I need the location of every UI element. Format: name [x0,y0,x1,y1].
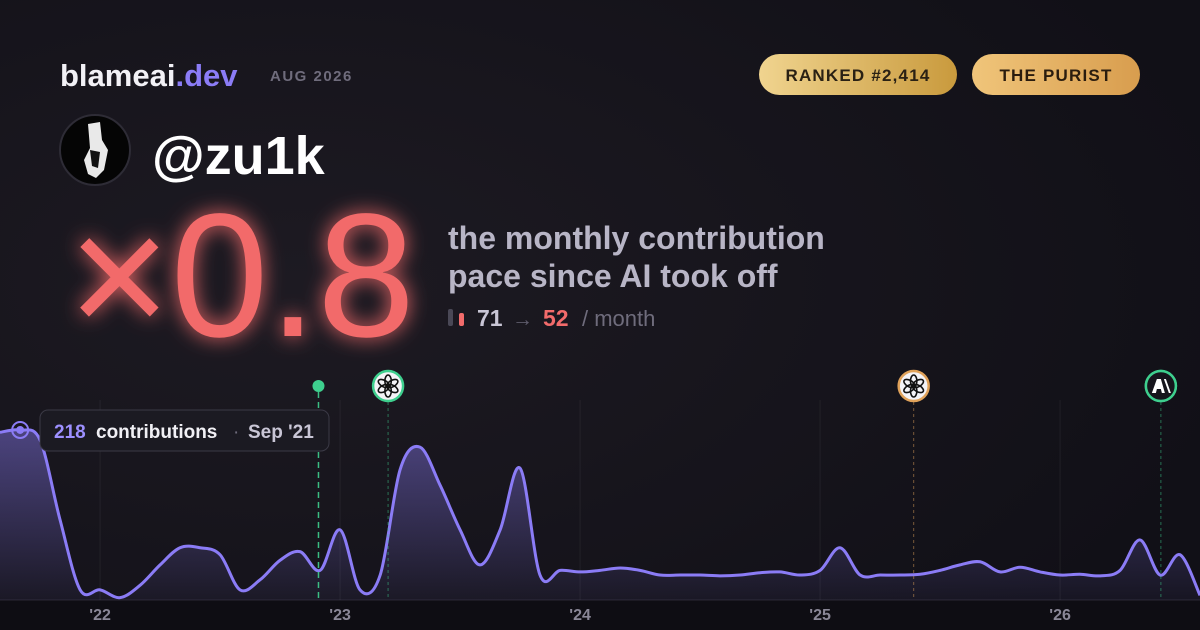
multiplier: ×0.8 [68,178,415,374]
pace-after: 52 [543,305,569,331]
brand: blameai.dev [60,58,238,93]
x-tick-label: '25 [809,607,831,624]
title-badge: THE PURIST [999,66,1112,85]
area [0,429,1200,600]
caption-line: pace since AI took off [448,258,778,294]
axis-band [0,600,1200,630]
x-tick-label: '22 [89,607,111,624]
brand-suffix: .dev [175,58,238,93]
x-tick-label: '24 [569,607,591,624]
report-date: AUG 2026 [270,68,353,85]
pace-unit: / month [582,306,655,331]
openai-petal [377,378,390,389]
event-badge [371,369,405,403]
pace-icon [448,309,464,326]
event-icon [371,369,405,403]
brand-name: blameai [60,58,175,93]
x-tick-label: '26 [1049,607,1071,624]
event-icon [897,369,930,403]
tooltip-label: contributions [96,422,217,443]
chart: '22 '23 '24 '25 '26 218 contributions · Sep '21 [0,369,1200,630]
handle: @zu1k [152,126,326,186]
x-tick-label: '23 [329,607,351,624]
anthropic-logo [1151,379,1171,393]
badge-bg [759,54,957,95]
event-icon [1144,369,1178,403]
event-dot [312,380,325,392]
pace-before: 71 [477,305,503,331]
event-badge [897,369,930,403]
openai-petal [903,378,916,389]
hover-ring [11,420,30,439]
avatar [59,114,131,186]
tooltip-date: Sep '21 [248,422,314,443]
tooltip [39,409,330,452]
pace-arrow: → [512,308,533,331]
caption-line: the monthly contribution [448,220,825,256]
line [0,428,1200,600]
tooltip-separator: · [233,422,239,443]
hover-dot [16,425,25,434]
badge-bg [972,54,1140,95]
rank-badge: RANKED #2,414 [785,66,930,85]
tooltip-value: 218 [54,422,86,443]
